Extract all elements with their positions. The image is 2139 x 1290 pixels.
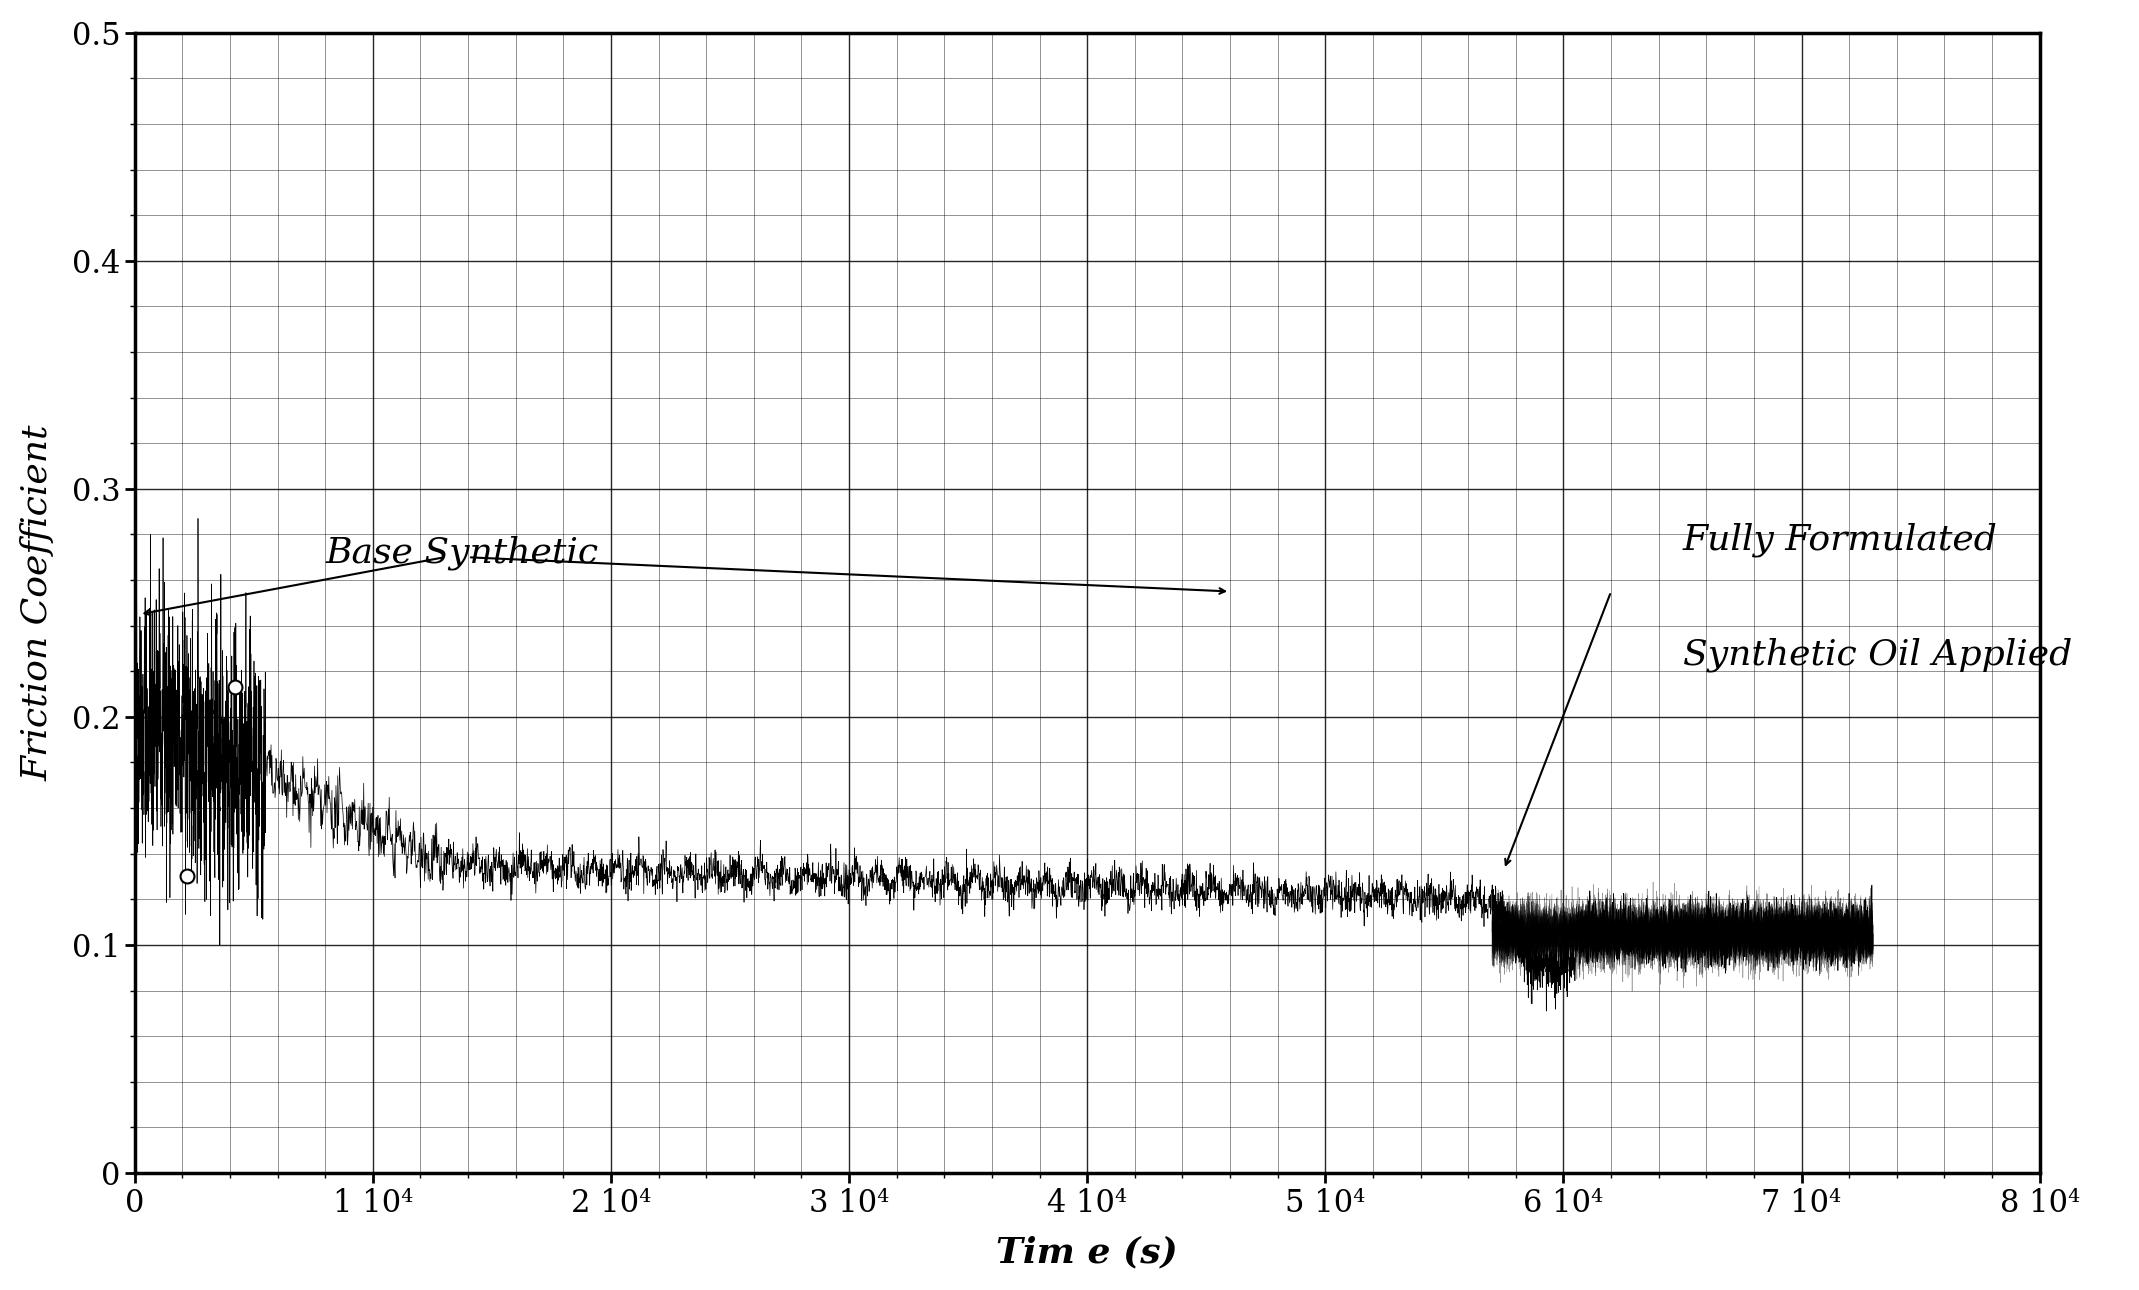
X-axis label: Tim e (s): Tim e (s) [997, 1235, 1179, 1269]
Text: Fully Formulated: Fully Formulated [1683, 522, 1998, 557]
Text: Synthetic Oil Applied: Synthetic Oil Applied [1683, 637, 2073, 672]
Y-axis label: Friction Coefficient: Friction Coefficient [21, 424, 56, 782]
Text: Base Synthetic: Base Synthetic [325, 535, 599, 570]
